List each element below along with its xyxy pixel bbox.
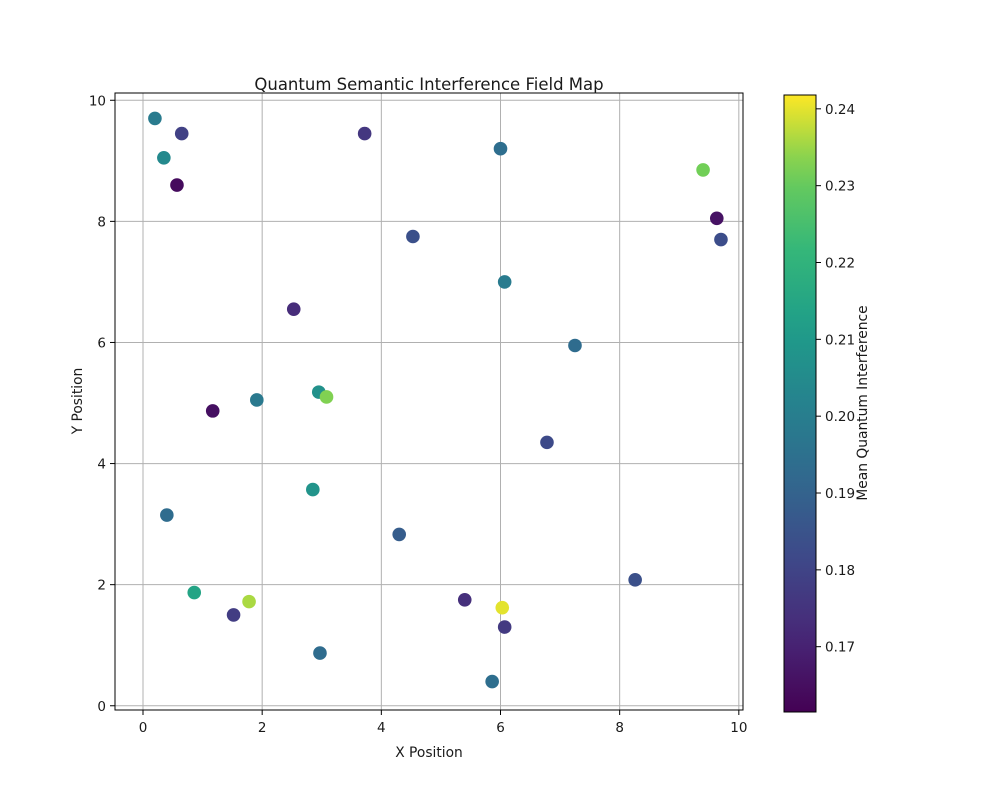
scatter-point: [540, 435, 554, 450]
y-axis-label: Y Position: [70, 368, 86, 436]
colorbar-tick-label: 0.21: [825, 332, 855, 348]
colorbar-tick-label: 0.22: [825, 256, 855, 272]
colorbar: [783, 94, 817, 713]
colorbar-tick-label: 0.20: [825, 409, 855, 425]
scatter-point: [568, 338, 582, 353]
scatter-point: [497, 620, 512, 634]
x-tick-label: 10: [730, 720, 747, 736]
scatter-point: [286, 302, 301, 316]
scatter-point: [306, 482, 320, 497]
colorbar-tick-label: 0.24: [825, 102, 855, 118]
scatter-point: [148, 111, 162, 126]
x-axis-label: X Position: [395, 745, 463, 761]
scatter-point: [709, 211, 724, 226]
axis-ticks: 0 2 4 6 8 10 0 2 4 6 8 10: [89, 93, 748, 736]
colorbar-label: Mean Quantum Interference: [855, 305, 871, 500]
scatter-point: [250, 393, 264, 407]
y-tick-label: 4: [97, 457, 106, 473]
scatter-point: [628, 573, 642, 587]
scatter-point: [357, 126, 372, 141]
plot-area: [114, 92, 744, 711]
x-tick-label: 2: [258, 720, 267, 736]
scatter-point: [157, 150, 171, 165]
scatter-point: [226, 608, 241, 622]
y-tick-label: 0: [97, 699, 106, 715]
scatter-point: [205, 404, 220, 418]
y-tick-label: 6: [97, 335, 106, 351]
x-tick-label: 4: [377, 720, 386, 736]
colorbar-tick-label: 0.18: [825, 563, 855, 579]
y-tick-label: 8: [97, 214, 106, 230]
colorbar-tick-label: 0.17: [825, 640, 855, 656]
x-tick-label: 6: [496, 720, 505, 736]
scatter-point: [406, 229, 420, 244]
scatter-point: [696, 163, 710, 177]
scatter-point: [187, 585, 202, 600]
scatter-point: [242, 594, 256, 609]
scatter-points: [148, 111, 728, 689]
scatter-point: [714, 232, 728, 247]
chart-title: Quantum Semantic Interference Field Map: [254, 75, 603, 94]
gridlines: [115, 93, 743, 710]
colorbar-tick-label: 0.19: [825, 486, 855, 502]
scatter-point: [313, 646, 327, 660]
scatter-point: [392, 527, 407, 542]
scatter-point: [497, 275, 512, 289]
y-tick-label: 2: [97, 578, 106, 594]
y-tick-label: 10: [89, 93, 106, 109]
scatter-point: [493, 141, 508, 156]
scatter-point: [495, 600, 510, 615]
scatter-point: [174, 126, 189, 141]
scatter-point: [457, 592, 472, 607]
colorbar-tick-label: 0.23: [825, 179, 855, 195]
colorbar-ticks: 0.17 0.18 0.19 0.20 0.21 0.22 0.23 0.24: [816, 102, 855, 656]
x-tick-label: 0: [139, 720, 148, 736]
x-tick-label: 8: [615, 720, 624, 736]
scatter-point: [319, 390, 334, 404]
scatter-point: [485, 674, 499, 689]
scatter-point: [160, 508, 174, 522]
scatter-point: [170, 178, 184, 192]
